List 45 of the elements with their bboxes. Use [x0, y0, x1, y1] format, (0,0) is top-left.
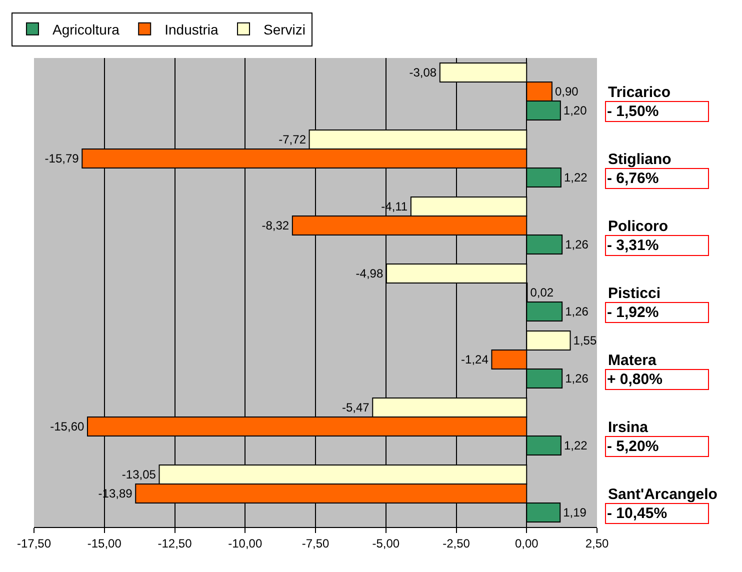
- text: - 5,20%: [607, 438, 659, 455]
- y-tick-label: Sant'Arcangelo: [608, 486, 718, 503]
- data-label: 1,26: [565, 237, 589, 252]
- text: - 10,45%: [607, 505, 668, 522]
- y-tick-label: Policoro: [608, 218, 668, 235]
- data-label: -8,32: [262, 218, 290, 232]
- text: - 1,92%: [607, 304, 659, 321]
- y-tick-label: Tricarico: [608, 84, 671, 101]
- data-label: 0,02: [530, 286, 554, 300]
- x-tick-label: -10,00: [228, 536, 262, 550]
- data-label: -1,24: [461, 352, 489, 366]
- data-label: 1,55: [573, 334, 597, 348]
- data-label: 0,90: [554, 84, 579, 98]
- y-tick-label: Irsina: [608, 418, 649, 436]
- text: - 6,76%: [607, 170, 659, 187]
- data-label: -3,08: [409, 66, 437, 80]
- legend-label: Industria: [164, 21, 219, 38]
- legend-label: Servizi: [264, 21, 306, 38]
- text: - 1,50%: [607, 103, 659, 120]
- x-tick-label: -5,00: [372, 536, 400, 550]
- x-tick-label: -7,50: [302, 536, 330, 550]
- x-tick-label: -17,50: [16, 536, 52, 550]
- data-label: 1,19: [563, 505, 587, 520]
- data-label: 1,22: [564, 438, 588, 452]
- data-label: -15,79: [44, 152, 80, 166]
- y-tick-label: Pisticci: [608, 284, 661, 302]
- data-label: 1,22: [564, 170, 588, 184]
- data-label: -7,72: [278, 132, 306, 147]
- data-label: -4,98: [356, 266, 384, 281]
- data-label: -15,60: [50, 420, 84, 434]
- data-label: -13,05: [122, 468, 156, 482]
- x-tick-label: 2,50: [585, 536, 609, 550]
- x-tick-label: 0,00: [514, 536, 539, 550]
- data-label: 1,26: [565, 371, 589, 386]
- data-label: 1,20: [563, 103, 588, 118]
- legend-label: Agricoltura: [52, 21, 120, 38]
- text: - 3,31%: [607, 237, 659, 254]
- x-tick-label: -12,50: [158, 536, 192, 550]
- x-tick-label: -15,00: [87, 536, 122, 550]
- data-label: -5,47: [342, 400, 370, 415]
- x-tick-label: -2,50: [442, 536, 470, 550]
- y-tick-label: Stigliano: [608, 150, 672, 168]
- y-tick-label: Matera: [608, 352, 658, 369]
- text: + 0,80%: [607, 371, 662, 388]
- data-label: 1,26: [565, 304, 589, 318]
